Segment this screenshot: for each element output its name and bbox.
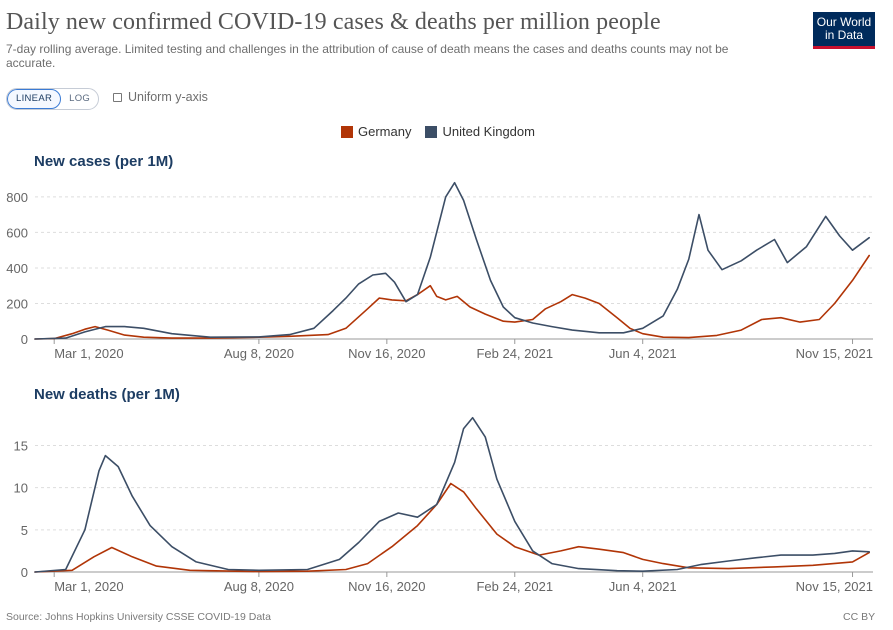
- chart-legend: Germany United Kingdom: [341, 124, 549, 139]
- legend-label-united-kingdom: United Kingdom: [442, 124, 535, 139]
- y-tick-label: 5: [21, 523, 28, 538]
- x-tick-label: Feb 24, 2021: [476, 579, 553, 594]
- legend-swatch-germany: [341, 125, 353, 138]
- y-tick-label: 200: [6, 296, 28, 311]
- x-tick-label: Mar 1, 2020: [54, 579, 123, 594]
- y-tick-label: 10: [14, 481, 28, 496]
- uniform-y-axis-checkbox[interactable]: [113, 92, 122, 102]
- license-link[interactable]: CC BY: [843, 611, 876, 623]
- x-tick-label: Jun 4, 2021: [609, 579, 677, 594]
- panel-title: New cases (per 1M): [34, 153, 173, 170]
- legend-label-germany: Germany: [358, 124, 412, 139]
- series-line-united-kingdom: [34, 416, 871, 573]
- series-line-germany: [34, 482, 871, 573]
- deaths-panel: New deaths (per 1M) 0 5 10 15 Mar 1, 2020 Aug …: [14, 386, 873, 594]
- uniform-y-axis-toggle[interactable]: Uniform y-axis: [113, 90, 208, 104]
- cases-panel: New cases (per 1M) 0 200 400 600 800 Mar 1, 20…: [6, 153, 873, 361]
- x-tick-label: Nov 15, 2021: [796, 579, 873, 594]
- y-tick-label: 600: [6, 225, 28, 240]
- y-tick-label: 0: [21, 565, 28, 580]
- chart-title: Daily new confirmed COVID-19 cases & dea…: [6, 9, 661, 35]
- x-tick-label: Mar 1, 2020: [54, 346, 123, 361]
- y-tick-label: 0: [21, 332, 28, 347]
- x-tick-label: Aug 8, 2020: [224, 579, 294, 594]
- legend-swatch-united-kingdom: [425, 125, 438, 138]
- linear-scale-button[interactable]: LINEAR: [7, 89, 62, 109]
- y-tick-label: 800: [6, 190, 28, 205]
- logo-line-1: Our World: [816, 15, 872, 29]
- log-scale-button[interactable]: LOG: [69, 93, 91, 104]
- x-tick-label: Nov 16, 2020: [348, 579, 425, 594]
- y-tick-label: 15: [14, 439, 28, 454]
- legend-item-germany[interactable]: Germany: [341, 124, 411, 139]
- owid-logo[interactable]: Our World in Data: [813, 12, 875, 49]
- x-tick-label: Jun 4, 2021: [609, 346, 677, 361]
- uniform-y-axis-label: Uniform y-axis: [128, 90, 208, 104]
- x-tick-label: Aug 8, 2020: [224, 346, 294, 361]
- chart-subtitle: 7-day rolling average. Limited testing a…: [6, 42, 729, 70]
- legend-item-united-kingdom[interactable]: United Kingdom: [425, 124, 535, 139]
- x-tick-label: Feb 24, 2021: [476, 346, 553, 361]
- logo-line-2: in Data: [824, 28, 864, 42]
- source-note[interactable]: Source: Johns Hopkins University CSSE CO…: [6, 611, 271, 623]
- scale-toggle: LINEAR LOG: [6, 88, 100, 110]
- x-tick-label: Nov 16, 2020: [348, 346, 425, 361]
- series-line-united-kingdom: [34, 181, 871, 340]
- series-line-germany: [34, 254, 871, 340]
- x-tick-label: Nov 15, 2021: [796, 346, 873, 361]
- panel-title: New deaths (per 1M): [34, 386, 180, 403]
- y-tick-label: 400: [6, 261, 28, 276]
